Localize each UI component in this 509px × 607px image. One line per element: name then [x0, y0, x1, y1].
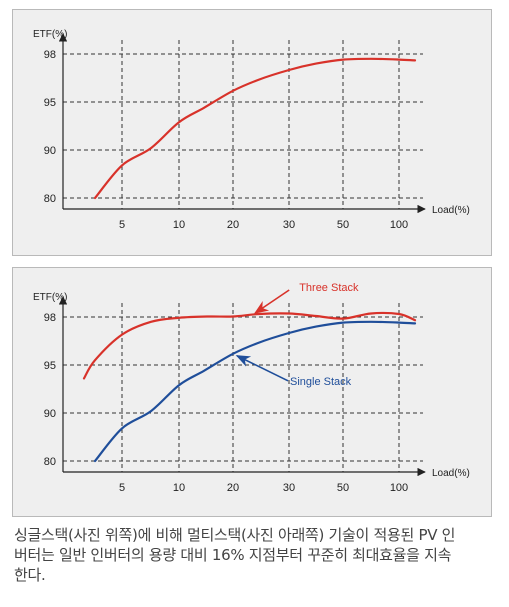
y-axis-label: ETF(%) [33, 29, 67, 40]
x-tick-label: 10 [173, 219, 185, 231]
single-stack-efficiency-chart: ETF(%) Load(%) 80 90 95 98 5 10 20 30 50 100 [33, 29, 470, 231]
efficiency-line [93, 57, 417, 200]
x-tick-label: 20 [227, 482, 239, 494]
stack-comparison-efficiency-chart: ETF(%) Load(%) 80 90 95 98 5 10 20 30 50 100 Three S… [33, 282, 470, 494]
figure-caption: 싱글스택(사진 위쪽)에 비해 멀티스택(사진 아래쪽) 기술이 적용된 PV … [14, 525, 494, 585]
y-tick-label: 90 [44, 145, 56, 157]
caption-line-1: 싱글스택(사진 위쪽)에 비해 멀티스택(사진 아래쪽) 기술이 적용된 PV … [14, 526, 456, 544]
three-stack-annotation-label: Three Stack [299, 282, 359, 294]
y-tick-label: 98 [44, 312, 56, 324]
single-stack-annotation-arrow [235, 355, 289, 382]
y-axis-label: ETF(%) [33, 292, 67, 303]
single-stack-annotation-label: Single Stack [290, 376, 352, 388]
single-stack-line [93, 320, 417, 463]
x-tick-label: 20 [227, 219, 239, 231]
y-tick-label: 80 [44, 193, 56, 205]
y-tick-label: 98 [44, 49, 56, 61]
y-tick-label: 80 [44, 456, 56, 468]
x-tick-label: 30 [283, 219, 295, 231]
x-tick-label: 100 [390, 482, 408, 494]
three-stack-line [82, 311, 417, 380]
x-tick-label: 100 [390, 219, 408, 231]
x-tick-label: 30 [283, 482, 295, 494]
three-stack-annotation-arrow [254, 289, 290, 314]
y-tick-label: 90 [44, 408, 56, 420]
x-tick-label: 50 [337, 482, 349, 494]
x-tick-label: 5 [119, 219, 125, 231]
caption-line-2: 버터는 일반 인버터의 용량 대비 16% 지점부터 꾸준히 최대효율을 지속 [14, 546, 452, 564]
y-tick-label: 95 [44, 360, 56, 372]
chart-panel-bottom: ETF(%) Load(%) 80 90 95 98 5 10 20 30 50 100 Three S… [12, 267, 492, 517]
x-tick-label: 10 [173, 482, 185, 494]
caption-line-3: 한다. [14, 566, 46, 584]
x-axis-label: Load(%) [432, 468, 470, 479]
x-tick-label: 5 [119, 482, 125, 494]
chart-panel-top: ETF(%) Load(%) 80 90 95 98 5 10 20 30 50 100 [12, 9, 492, 256]
x-axis-label: Load(%) [432, 205, 470, 216]
x-tick-label: 50 [337, 219, 349, 231]
y-tick-label: 95 [44, 97, 56, 109]
